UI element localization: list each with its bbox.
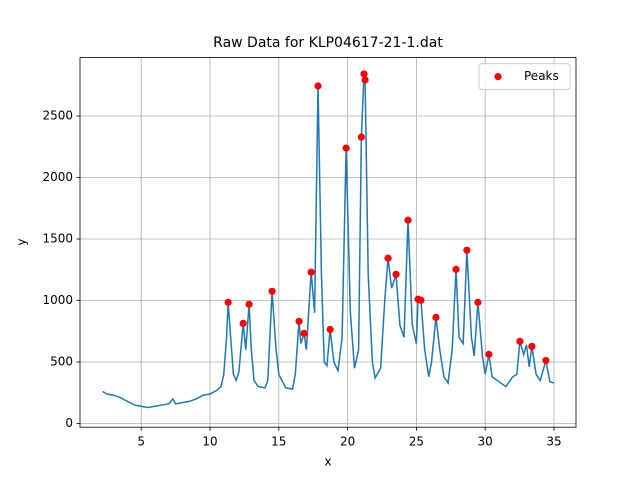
plot-area (102, 70, 555, 409)
peak-marker (245, 300, 253, 308)
peak-marker (239, 319, 247, 327)
x-axis-label: x (324, 455, 331, 469)
peak-marker (342, 144, 350, 152)
peak-marker (452, 265, 460, 273)
chart-title: Raw Data for KLP04617-21-1.dat (213, 35, 443, 51)
x-tick-label: 20 (340, 435, 355, 449)
y-tick-label: 2500 (42, 109, 73, 123)
axes-frame (79, 57, 577, 428)
peak-marker (485, 350, 493, 358)
peak-marker (417, 296, 425, 304)
legend-marker (494, 73, 502, 81)
peak-marker (384, 254, 392, 262)
legend-label: Peaks (524, 69, 559, 83)
y-tick-label: 0 (65, 416, 73, 430)
peak-marker (326, 325, 334, 334)
x-tick-label: 15 (271, 435, 286, 449)
peak-marker (474, 298, 482, 306)
peak-marker (295, 317, 303, 325)
y-tick-label: 1000 (42, 293, 73, 307)
peak-marker (516, 337, 524, 345)
legend-box (478, 63, 571, 91)
x-tick-label: 30 (478, 435, 493, 449)
y-tick-label: 2000 (42, 170, 73, 184)
peak-marker (392, 270, 400, 278)
peak-marker (268, 287, 276, 295)
peak-marker (357, 133, 365, 141)
x-tick-label: 5 (137, 435, 145, 449)
y-axis-label: y (15, 238, 29, 245)
peak-marker (360, 70, 368, 78)
peak-marker (361, 76, 369, 84)
y-tick-label: 500 (50, 355, 73, 369)
peak-marker (432, 313, 440, 321)
peak-marker (542, 356, 550, 365)
peak-marker (224, 298, 232, 306)
y-tick-label: 1500 (42, 232, 73, 246)
x-tick-label: 25 (409, 435, 424, 449)
peak-marker (314, 82, 322, 90)
peak-marker (528, 342, 536, 350)
peak-marker (463, 246, 471, 254)
peak-marker (404, 216, 412, 224)
peak-marker (307, 268, 315, 276)
x-tick-label: 35 (546, 435, 561, 449)
x-tick-label: 10 (202, 435, 217, 449)
peak-marker (300, 329, 308, 337)
data-line (102, 73, 555, 409)
